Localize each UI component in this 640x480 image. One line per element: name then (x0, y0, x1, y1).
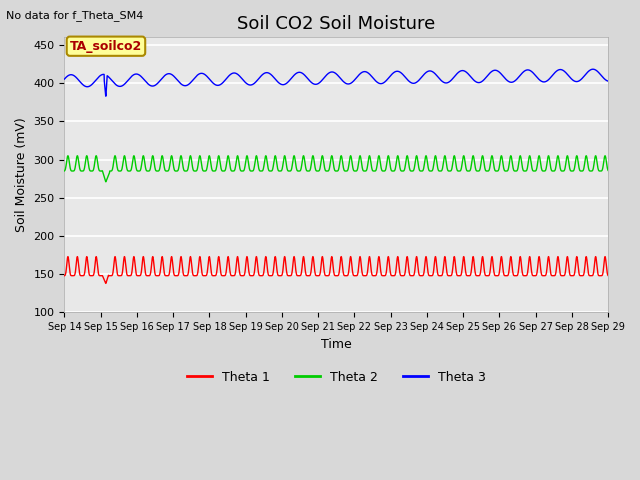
Text: No data for f_Theta_SM4: No data for f_Theta_SM4 (6, 10, 144, 21)
Title: Soil CO2 Soil Moisture: Soil CO2 Soil Moisture (237, 15, 435, 33)
X-axis label: Time: Time (321, 337, 351, 351)
Legend: Theta 1, Theta 2, Theta 3: Theta 1, Theta 2, Theta 3 (182, 366, 490, 389)
Text: TA_soilco2: TA_soilco2 (70, 40, 142, 53)
Y-axis label: Soil Moisture (mV): Soil Moisture (mV) (15, 118, 28, 232)
